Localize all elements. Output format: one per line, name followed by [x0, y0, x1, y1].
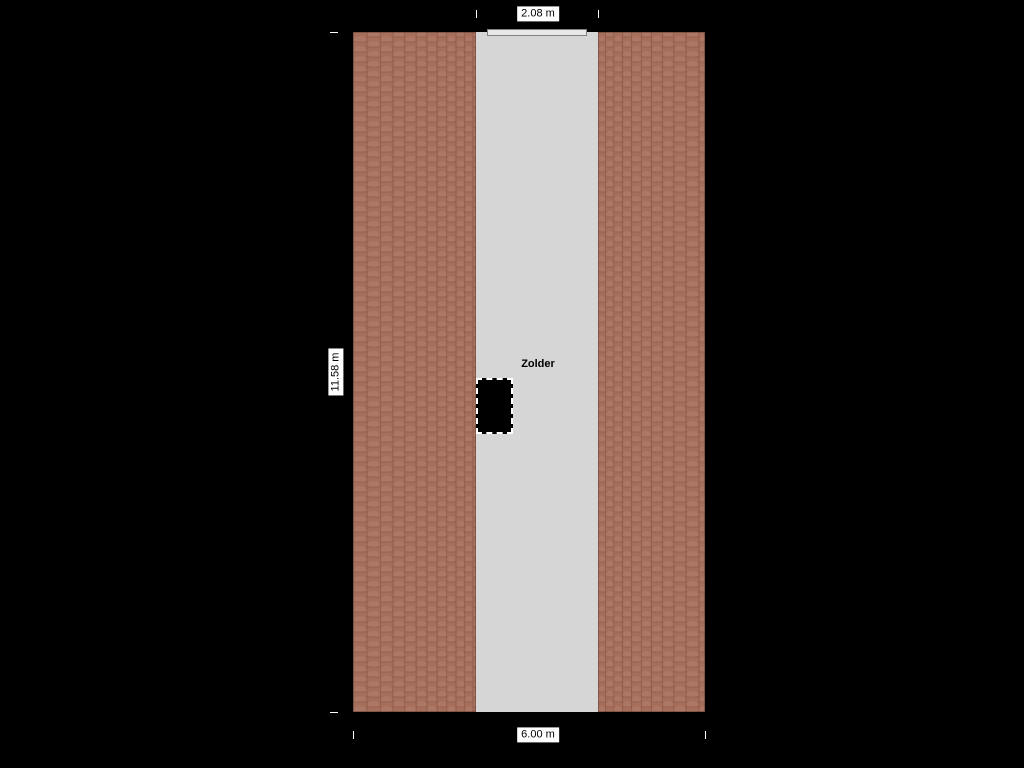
floor-hatch — [476, 378, 513, 434]
roof-right — [598, 32, 705, 712]
dimension-bottom: 6.00 m — [517, 727, 559, 742]
dimension-top: 2.08 m — [517, 6, 559, 21]
dimension-left: 11.58 m — [328, 349, 343, 396]
floorplan-canvas: Zolder 2.08 m 6.00 m 11.58 m — [0, 0, 1024, 768]
roof-left — [353, 32, 476, 712]
room-label: Zolder — [521, 358, 555, 370]
roof-window — [487, 29, 587, 36]
attic-floor — [476, 32, 598, 712]
